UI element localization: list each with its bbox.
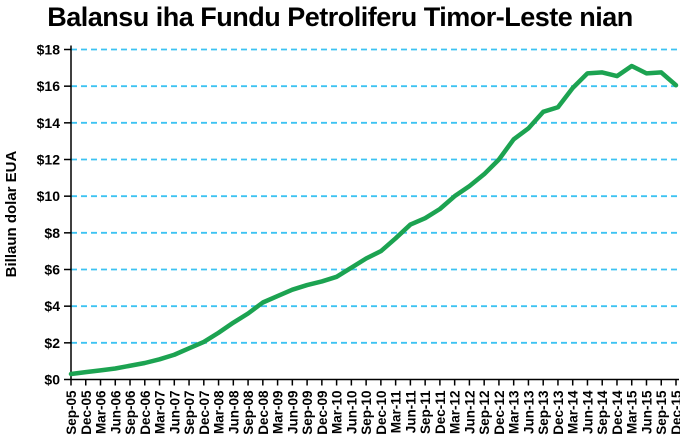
x-tick-label: Mar-06 [94, 390, 109, 434]
x-tick-label: Mar-09 [271, 391, 286, 435]
x-tick-label: Dec-05 [79, 390, 94, 435]
y-tick-label: $0 [44, 372, 60, 388]
y-axis-title: Billaun dolar EUA [3, 150, 20, 277]
y-tick-label: $4 [44, 298, 60, 314]
x-tick-label: Jun-09 [285, 391, 300, 435]
x-tick-label: Mar-08 [212, 390, 227, 434]
x-tick-label: Sep-07 [182, 391, 197, 435]
x-tick-label: Jun-08 [226, 390, 241, 434]
x-tick-label: Sep-09 [300, 391, 315, 435]
x-tick-label: Jun-06 [108, 390, 123, 434]
x-tick-label: Jun-10 [344, 391, 359, 435]
x-tick-label: Sep-11 [418, 390, 433, 434]
x-tick-label: Sep-12 [477, 391, 492, 435]
x-tick-label: Dec-07 [197, 391, 212, 435]
x-tick-label: Dec-13 [551, 390, 566, 435]
x-tick-label: Dec-15 [669, 390, 680, 435]
x-tick-label: Jun-13 [521, 390, 536, 434]
x-tick-label: Dec-08 [256, 390, 271, 435]
x-tick-label: Sep-10 [359, 391, 374, 435]
x-tick-label: Jun-11 [403, 390, 418, 433]
x-tick-label: Sep-05 [64, 390, 79, 435]
chart-title: Balansu iha Fundu Petroliferu Timor-Lest… [47, 2, 633, 32]
x-tick-label: Dec-09 [315, 391, 330, 435]
x-tick-label: Sep-06 [123, 390, 138, 435]
x-tick-label: Sep-13 [536, 390, 551, 435]
y-tick-label: $8 [44, 225, 60, 241]
x-tick-label: Sep-08 [241, 390, 256, 435]
x-tick-label: Jun-15 [639, 390, 654, 434]
x-tick-label: Dec-11 [433, 390, 448, 434]
x-tick-label: Jun-07 [167, 391, 182, 435]
x-tick-label: Mar-13 [507, 390, 522, 434]
x-tick-label: Dec-12 [492, 391, 507, 435]
x-tick-label: Jun-14 [580, 390, 595, 434]
y-tick-label: $10 [37, 188, 61, 204]
x-tick-label: Sep-15 [654, 390, 669, 435]
x-tick-label: Mar-07 [153, 391, 168, 435]
y-tick-label: $14 [37, 115, 61, 131]
x-tick-label: Sep-14 [595, 390, 610, 435]
x-tick-label: Mar-12 [448, 391, 463, 435]
y-tick-label: $2 [44, 335, 60, 351]
x-tick-label: Dec-10 [374, 391, 389, 435]
y-tick-label: $12 [37, 152, 61, 168]
x-tick-label: Mar-15 [625, 390, 640, 434]
x-tick-label: Mar-14 [566, 390, 581, 434]
x-tick-label: Dec-06 [138, 390, 153, 435]
x-tick-label: Dec-14 [610, 390, 625, 435]
y-tick-label: $16 [37, 78, 61, 94]
fund-balance-line [68, 63, 679, 377]
x-tick-label: Mar-11 [389, 390, 404, 433]
x-tick-label: Jun-12 [462, 391, 477, 435]
y-tick-label: $18 [37, 42, 61, 58]
y-tick-label: $6 [44, 262, 60, 278]
x-tick-label: Mar-10 [330, 391, 345, 435]
